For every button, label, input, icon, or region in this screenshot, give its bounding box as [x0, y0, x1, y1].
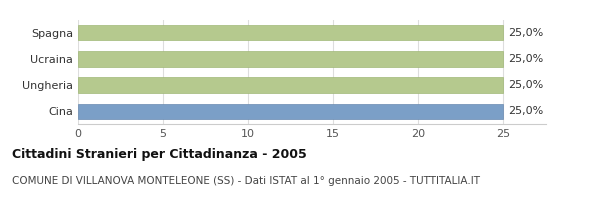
Bar — [78, 25, 503, 40]
Text: COMUNE DI VILLANOVA MONTELEONE (SS) - Dati ISTAT al 1° gennaio 2005 - TUTTITALIA: COMUNE DI VILLANOVA MONTELEONE (SS) - Da… — [12, 176, 480, 186]
Bar — [78, 104, 503, 119]
Bar — [78, 51, 503, 67]
Bar — [78, 77, 503, 93]
Text: 25,0%: 25,0% — [509, 28, 544, 38]
Text: 25,0%: 25,0% — [509, 106, 544, 116]
Text: Cittadini Stranieri per Cittadinanza - 2005: Cittadini Stranieri per Cittadinanza - 2… — [12, 148, 307, 161]
Text: 25,0%: 25,0% — [509, 54, 544, 64]
Text: 25,0%: 25,0% — [509, 80, 544, 90]
